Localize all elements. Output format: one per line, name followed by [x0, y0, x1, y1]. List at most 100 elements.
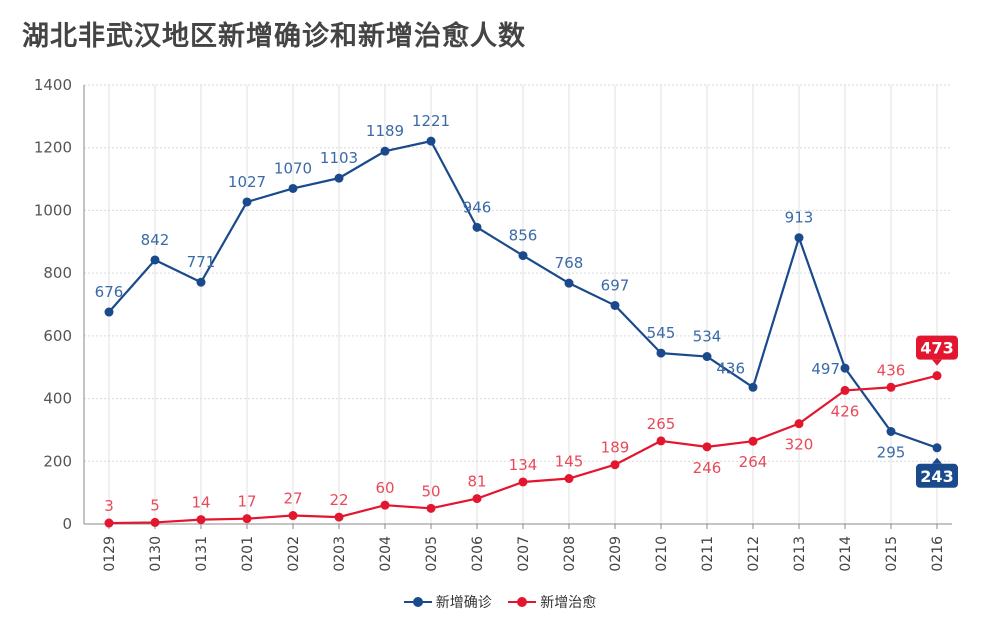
legend-item-confirmed[interactable]: 新增确诊 — [403, 592, 492, 612]
line-chart: 0 200 400 600 800 1000 1200 1400 0129 0130 0131 020… — [34, 76, 958, 572]
legend-item-recovered[interactable]: 新增治愈 — [508, 592, 596, 612]
data-label-confirmed: 771 — [187, 253, 216, 271]
data-point-confirmed — [840, 363, 850, 373]
y-tick-label: 0 — [62, 515, 72, 533]
data-point-confirmed — [196, 277, 206, 287]
data-point-recovered — [334, 512, 344, 522]
x-tick-label: 0216 — [930, 536, 946, 572]
x-tick-label: 0211 — [700, 536, 716, 572]
data-label-recovered: 5 — [150, 496, 160, 514]
data-label-confirmed: 295 — [877, 443, 906, 461]
data-point-recovered — [656, 436, 666, 446]
y-tick-label: 1200 — [34, 139, 72, 157]
x-tick-label: 0208 — [562, 536, 578, 572]
data-label-recovered: 81 — [467, 473, 486, 491]
data-point-confirmed — [702, 352, 712, 362]
data-label-confirmed: 1103 — [320, 149, 358, 167]
data-point-confirmed — [518, 251, 528, 261]
x-tick-label: 0202 — [286, 536, 302, 572]
data-point-confirmed — [150, 255, 160, 265]
x-tick-label: 0215 — [884, 536, 900, 572]
x-tick-label: 0212 — [746, 536, 762, 572]
data-label-confirmed-last-pointer — [932, 457, 942, 464]
data-label-confirmed: 946 — [463, 198, 492, 216]
data-label-recovered: 17 — [237, 493, 256, 511]
x-tick-label: 0204 — [378, 536, 394, 572]
data-point-recovered — [380, 500, 390, 510]
data-point-recovered — [472, 494, 482, 504]
data-label-confirmed-last: 243 — [920, 467, 953, 486]
legend-label-recovered: 新增治愈 — [540, 595, 597, 611]
data-point-recovered — [886, 382, 896, 392]
data-point-recovered — [518, 477, 528, 487]
data-point-confirmed — [334, 173, 344, 183]
data-label-confirmed: 436 — [716, 359, 745, 377]
data-label-recovered: 436 — [877, 361, 906, 379]
legend-swatch-recovered — [508, 596, 537, 608]
data-point-recovered — [288, 511, 298, 521]
data-label-recovered: 50 — [421, 482, 440, 500]
data-point-confirmed — [886, 426, 896, 436]
data-point-recovered — [564, 474, 574, 484]
data-point-recovered — [104, 518, 114, 528]
x-tick-label: 0130 — [148, 536, 164, 572]
data-label-recovered-last-pointer — [932, 359, 942, 366]
data-point-recovered — [196, 515, 206, 525]
x-tick-label: 0203 — [332, 536, 348, 572]
legend-label-confirmed: 新增确诊 — [435, 595, 492, 611]
y-tick-label: 1400 — [34, 76, 72, 94]
data-point-recovered — [242, 514, 252, 524]
data-label-recovered: 14 — [191, 494, 210, 512]
x-tick-label: 0214 — [838, 536, 854, 572]
data-point-confirmed — [794, 233, 804, 243]
legend-swatch-confirmed — [403, 596, 432, 608]
y-tick-label: 600 — [43, 327, 72, 345]
x-tick-label: 0131 — [194, 536, 210, 572]
data-label-recovered: 189 — [601, 439, 630, 457]
y-tick-label: 800 — [43, 264, 72, 282]
data-label-recovered: 27 — [283, 490, 302, 508]
data-label-confirmed: 697 — [601, 276, 630, 294]
data-point-confirmed — [288, 183, 298, 193]
y-tick-label: 1000 — [34, 201, 72, 219]
data-point-recovered — [794, 419, 804, 429]
data-label-confirmed: 768 — [555, 254, 584, 272]
data-point-recovered — [426, 503, 436, 513]
data-point-confirmed — [656, 348, 666, 358]
y-tick-label: 400 — [43, 390, 72, 408]
data-label-recovered: 320 — [785, 436, 814, 454]
x-tick-label: 0206 — [470, 536, 486, 572]
legend: 新增确诊 新增治愈 — [0, 592, 1000, 612]
data-label-confirmed: 842 — [141, 231, 170, 249]
data-point-recovered — [702, 442, 712, 452]
data-label-confirmed: 676 — [95, 283, 124, 301]
data-point-confirmed — [242, 197, 252, 207]
data-label-recovered: 426 — [831, 402, 860, 420]
data-point-recovered — [610, 460, 620, 470]
data-point-recovered — [840, 385, 850, 395]
data-label-recovered: 22 — [329, 491, 348, 509]
data-point-confirmed — [380, 146, 390, 156]
x-tick-label: 0205 — [424, 536, 440, 572]
data-point-confirmed — [932, 443, 942, 453]
data-label-confirmed-last-box — [916, 463, 958, 488]
data-label-confirmed: 545 — [647, 324, 676, 342]
data-label-confirmed: 534 — [693, 328, 722, 346]
data-point-recovered — [748, 436, 758, 446]
data-label-confirmed: 1027 — [228, 173, 266, 191]
data-point-confirmed — [564, 278, 574, 288]
data-label-recovered: 134 — [509, 456, 538, 474]
data-label-confirmed: 497 — [811, 360, 840, 378]
data-label-recovered: 265 — [647, 415, 676, 433]
data-label-recovered-last-box — [916, 335, 958, 360]
data-label-confirmed: 856 — [509, 227, 538, 245]
data-point-confirmed — [472, 222, 482, 232]
data-label-recovered: 145 — [555, 453, 584, 471]
data-label-recovered: 3 — [104, 497, 114, 515]
data-label-confirmed: 1221 — [412, 112, 450, 130]
x-tick-label: 0213 — [792, 536, 808, 572]
data-label-confirmed: 1070 — [274, 159, 312, 177]
data-label-recovered: 246 — [693, 459, 722, 477]
data-label-confirmed: 1189 — [366, 122, 404, 140]
data-point-confirmed — [104, 307, 114, 317]
